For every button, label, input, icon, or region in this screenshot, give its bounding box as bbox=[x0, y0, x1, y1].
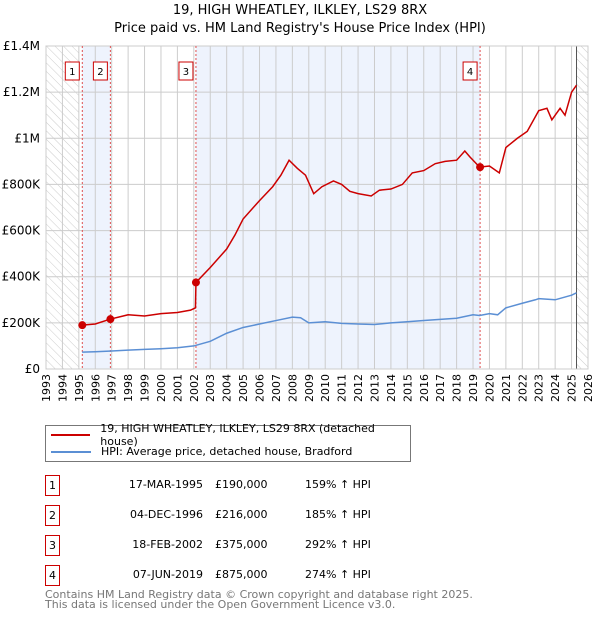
sale-point bbox=[191, 278, 200, 287]
sale-date: 17-MAR-1995 bbox=[128, 478, 203, 491]
ownership-band bbox=[195, 46, 481, 369]
sale-date: 18-FEB-2002 bbox=[132, 538, 203, 551]
y-tick-label: £400K bbox=[2, 270, 42, 284]
sale-marker-box: 1 bbox=[45, 475, 60, 496]
y-tick-label: £1.4M bbox=[3, 39, 40, 53]
x-tick-label: 2022 bbox=[516, 374, 529, 402]
sale-marker-box: 4 bbox=[45, 565, 60, 586]
x-tick-label: 1993 bbox=[40, 374, 53, 402]
x-tick-label: 2026 bbox=[582, 374, 595, 402]
sale-row: 4 07-JUN-2019 £875,000 274% ↑ HPI bbox=[45, 565, 425, 586]
sale-label-box bbox=[178, 61, 194, 81]
y-tick-label: £1M bbox=[14, 131, 40, 145]
sale-date: 07-JUN-2019 bbox=[132, 568, 203, 581]
sale-marker-box: 3 bbox=[45, 535, 60, 556]
x-tick-label: 2014 bbox=[385, 374, 398, 402]
legend-item-property: 19, HIGH WHEATLEY, ILKLEY, LS29 8RX (det… bbox=[51, 422, 410, 448]
x-tick-label: 2021 bbox=[500, 374, 513, 402]
price-chart: 1993 1994 1995 1996 1997 1998 1999 2000 2001 2002… bbox=[2, 39, 595, 402]
x-tick-label: 2020 bbox=[483, 374, 496, 402]
x-tick-label: 2003 bbox=[204, 374, 217, 402]
x-tick-label: 1994 bbox=[56, 374, 69, 402]
sale-label: 4 bbox=[467, 67, 473, 78]
sale-hpi-change: 292% ↑ HPI bbox=[305, 538, 371, 551]
x-tick-label: 2017 bbox=[434, 374, 447, 402]
x-tick-label: 2025 bbox=[566, 374, 579, 402]
sale-label-box bbox=[64, 61, 80, 81]
chart-title: 19, HIGH WHEATLEY, ILKLEY, LS29 8RX Price… bbox=[0, 2, 600, 38]
sale-label-box bbox=[92, 61, 108, 81]
x-tick-label: 1998 bbox=[122, 374, 135, 402]
x-tick-label: 2023 bbox=[533, 374, 546, 402]
sale-label: 2 bbox=[97, 67, 103, 78]
hatched-no-data-region bbox=[576, 46, 588, 369]
x-tick-label: 2019 bbox=[467, 374, 480, 402]
sale-label-box bbox=[462, 61, 478, 81]
x-tick-label: 2005 bbox=[237, 374, 250, 402]
legend-label: 19, HIGH WHEATLEY, ILKLEY, LS29 8RX (det… bbox=[100, 421, 375, 448]
y-tick-label: £800K bbox=[2, 177, 42, 191]
sale-price: £216,000 bbox=[215, 508, 268, 521]
sale-hpi-change: 274% ↑ HPI bbox=[305, 568, 371, 581]
x-tick-label: 2000 bbox=[155, 374, 168, 402]
y-tick-label: £200K bbox=[2, 316, 42, 330]
sale-point bbox=[476, 163, 485, 172]
x-tick-label: 2004 bbox=[221, 374, 234, 402]
sale-hpi-change: 159% ↑ HPI bbox=[305, 478, 371, 491]
sale-point bbox=[106, 315, 115, 324]
x-tick-label: 1999 bbox=[139, 374, 152, 402]
footer: Contains HM Land Registry data © Crown c… bbox=[45, 588, 473, 611]
x-tick-label: 2011 bbox=[336, 374, 349, 402]
sale-marker-box: 2 bbox=[45, 505, 60, 526]
x-tick-label: 2018 bbox=[451, 374, 464, 402]
ownership-band bbox=[82, 46, 111, 369]
title: 19, HIGH WHEATLEY, ILKLEY, LS29 8RX bbox=[172, 3, 428, 18]
x-tick-label: 2024 bbox=[549, 374, 562, 402]
sale-date: 04-DEC-1996 bbox=[129, 508, 203, 521]
y-tick-label: £1.2M bbox=[3, 85, 40, 99]
x-tick-label: 2002 bbox=[188, 374, 201, 402]
y-tick-label: £600K bbox=[2, 224, 42, 238]
legend-item-hpi: HPI: Average price, detached house, Brad… bbox=[51, 443, 352, 460]
x-tick-label: 2009 bbox=[303, 374, 316, 402]
legend-swatch-red bbox=[51, 433, 91, 436]
x-tick-label: 1995 bbox=[73, 374, 86, 402]
plot-border bbox=[45, 45, 589, 370]
legend-label: HPI: Average price, detached house, Brad… bbox=[101, 445, 353, 458]
sale-price: £375,000 bbox=[215, 538, 268, 551]
x-tick-label: 2006 bbox=[254, 374, 267, 402]
x-tick-label: 1997 bbox=[106, 374, 119, 402]
sale-price: £875,000 bbox=[215, 568, 268, 581]
footer-line2: This data is licensed under the Open Gov… bbox=[45, 598, 396, 611]
y-tick-label: £0 bbox=[25, 362, 40, 376]
sale-label: 1 bbox=[69, 67, 75, 78]
x-tick-label: 1996 bbox=[89, 374, 102, 402]
legend-swatch-blue bbox=[51, 450, 91, 453]
x-tick-label: 2016 bbox=[418, 374, 431, 402]
series-line bbox=[82, 84, 578, 326]
sale-row: 3 18-FEB-2002 £375,000 292% ↑ HPI bbox=[45, 535, 425, 556]
x-tick-label: 2007 bbox=[270, 374, 283, 402]
sale-hpi-change: 185% ↑ HPI bbox=[305, 508, 371, 521]
x-tick-label: 2010 bbox=[319, 374, 332, 402]
sale-point bbox=[78, 321, 87, 330]
x-tick-label: 2008 bbox=[286, 374, 299, 402]
x-tick-label: 2001 bbox=[171, 374, 184, 402]
x-tick-label: 2013 bbox=[368, 374, 381, 402]
subtitle: Price paid vs. HM Land Registry's House … bbox=[114, 21, 486, 36]
sale-row: 2 04-DEC-1996 £216,000 185% ↑ HPI bbox=[45, 505, 425, 526]
footer-line1: Contains HM Land Registry data © Crown c… bbox=[45, 588, 473, 601]
sale-row: 1 17-MAR-1995 £190,000 159% ↑ HPI bbox=[45, 475, 425, 496]
sale-label: 3 bbox=[183, 67, 189, 78]
series-line bbox=[82, 292, 577, 353]
sale-price: £190,000 bbox=[215, 478, 268, 491]
x-tick-label: 2015 bbox=[401, 374, 414, 402]
legend: 19, HIGH WHEATLEY, ILKLEY, LS29 8RX (det… bbox=[45, 422, 411, 462]
x-tick-label: 2012 bbox=[352, 374, 365, 402]
